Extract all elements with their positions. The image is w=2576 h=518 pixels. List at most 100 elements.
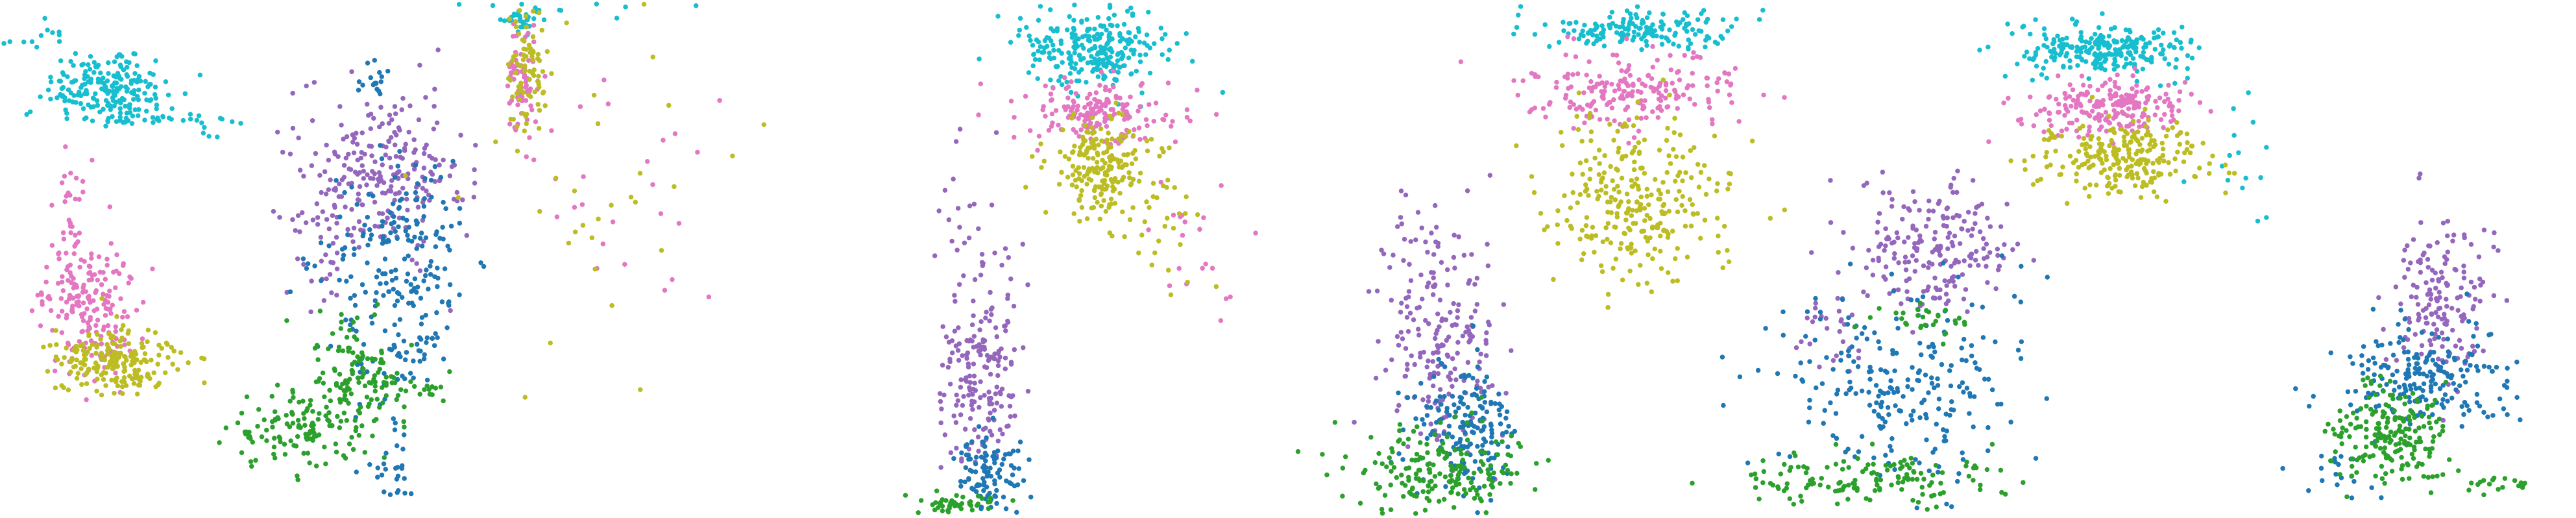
scatter-point-purple [1930,295,1936,301]
scatter-point-green [2021,480,2026,486]
scatter-point-pink [1184,115,1190,120]
scatter-point-purple [274,129,280,135]
scatter-point-purple [1952,284,1958,289]
scatter-point-purple [351,225,357,231]
scatter-point-olive [1613,225,1618,230]
scatter-point-purple [969,322,975,328]
scatter-point-purple [349,180,354,186]
scatter-point-green [1397,422,1403,427]
scatter-point-cyan [118,84,124,90]
scatter-point-purple [956,325,961,330]
scatter-point-pink [134,308,140,313]
scatter-point-olive [1164,216,1170,221]
scatter-point-olive [1603,190,1609,196]
scatter-point-blue [431,343,437,349]
scatter-point-pink [1128,94,1133,100]
scatter-point-green [1425,462,1430,467]
scatter-point-olive [1684,254,1690,260]
scatter-point-pink [1761,92,1766,98]
scatter-point-purple [1901,204,1906,210]
scatter-point-green [1500,469,1505,475]
scatter-point-blue [1719,354,1725,360]
scatter-point-cyan [1686,21,1692,27]
scatter-point-olive [170,362,175,367]
scatter-point-purple [328,177,333,182]
scatter-point-cyan [1101,76,1106,82]
scatter-point-cyan [1674,19,1679,25]
scatter-point-purple [995,438,1001,444]
scatter-point-purple [1448,310,1453,315]
scatter-point-purple [324,142,329,148]
scatter-point-olive [1555,241,1561,246]
scatter-point-pink [2042,106,2047,112]
scatter-point-blue [1763,326,1768,331]
scatter-point-olive [1616,204,1621,210]
scatter-point-olive [1112,179,1117,184]
scatter-point-pink [113,370,118,376]
scatter-point-pink [86,296,91,302]
scatter-point-blue [1479,406,1485,411]
scatter-point-blue [386,289,392,294]
scatter-point-blue [951,456,956,462]
scatter-point-pink [528,103,533,108]
scatter-point-purple [995,358,1001,364]
scatter-point-pink [1515,92,1521,98]
scatter-point-cyan [121,97,127,103]
scatter-point-olive [516,8,522,13]
scatter-point-olive [1626,225,1631,231]
scatter-point-purple [323,252,328,258]
scatter-point-purple [1926,198,1932,204]
scatter-point-blue [994,487,999,493]
scatter-point-pink [1586,85,1592,91]
scatter-point-olive [1688,223,1694,228]
scatter-point-purple [1453,377,1459,382]
scatter-point-cyan [105,91,110,96]
scatter-point-purple [451,197,457,202]
scatter-point-green [949,498,954,504]
scatter-point-purple [1002,366,1008,372]
scatter-point-purple [1917,238,1923,243]
scatter-point-pink [531,157,537,162]
scatter-point-green [301,411,306,416]
scatter-point-cyan [1720,17,1726,22]
scatter-point-olive [1121,175,1126,180]
scatter-point-purple [1947,278,1952,284]
scatter-point-olive [1720,265,1725,271]
scatter-point-pink [113,328,119,334]
scatter-point-green [1361,470,1367,476]
scatter-point-pink [1627,73,1633,78]
scatter-point-pink [73,241,79,247]
scatter-point-green [1753,476,1759,482]
scatter-point-olive [74,376,80,381]
scatter-point-cyan [2061,64,2066,70]
scatter-point-olive [530,57,535,63]
scatter-point-cyan [2123,27,2129,32]
scatter-point-blue [1400,427,1406,432]
scatter-point-green [1401,441,1406,447]
scatter-point-pink [1675,106,1680,111]
scatter-point-olive [1633,144,1638,150]
scatter-point-blue [439,299,445,304]
scatter-point-green [352,334,357,339]
scatter-point-cyan [1080,34,1086,40]
scatter-point-green [361,366,366,372]
scatter-point-olive [1673,256,1678,262]
scatter-point-blue [1443,484,1448,489]
scatter-point-purple [339,194,345,199]
scatter-point-green [375,302,380,307]
scatter-point-pink [1097,122,1102,127]
scatter-point-pink [64,315,69,321]
scatter-point-purple [1025,388,1031,394]
scatter-point-olive [1139,232,1145,238]
scatter-point-cyan [515,12,520,18]
scatter-point-purple [988,306,994,312]
scatter-point-purple [388,134,394,140]
scatter-point-olive [1178,242,1183,247]
scatter-point-olive [1574,114,1579,119]
scatter-point-green [1397,437,1402,443]
scatter-point-blue [1964,386,1970,391]
scatter-point-blue [478,260,483,265]
scatter-point-olive [1136,251,1141,256]
scatter-point-olive [1629,178,1634,183]
scatter-point-green [417,391,422,397]
